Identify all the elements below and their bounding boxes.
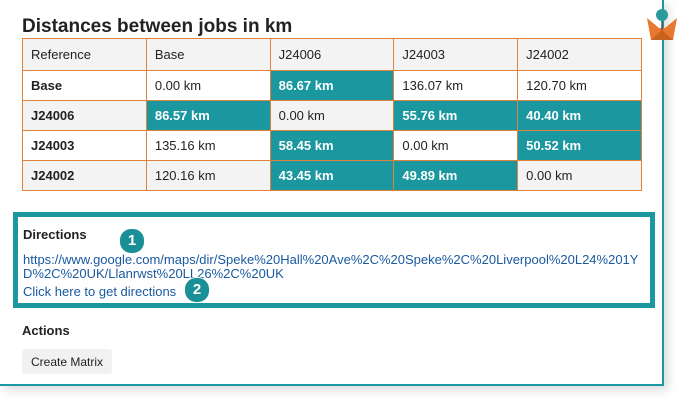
title: Distances between jobs in km [22,16,293,37]
header-cell: Base [145,38,271,71]
distance-table: Reference Base J24006 J24003 J24002 Base 0.00 … [22,38,642,191]
table-row: J24003 135.16 km 58.45 km 0.00 km 50.52 km [22,130,642,161]
header-cell: J24002 [517,38,642,71]
header-cell: J24006 [269,38,395,71]
distance-cell: 120.16 km [145,160,271,191]
distance-cell: 136.07 km [393,70,519,101]
row-label: J24006 [22,100,147,131]
row-label: J24003 [22,130,147,161]
directions-heading: Directions [23,227,87,242]
directions-url[interactable]: https://www.google.com/maps/dir/Speke%20… [23,252,639,281]
distance-cell: 55.76 km [393,100,519,131]
distance-cell: 58.45 km [269,130,395,161]
distance-cell: 0.00 km [393,130,519,161]
row-label: Base [22,70,147,101]
table-row: J24002 120.16 km 43.45 km 49.89 km 0.00 km [22,160,642,191]
distance-cell: 86.67 km [269,70,395,101]
badge: 1 [119,228,145,254]
card: Distances between jobs in km Reference Ba… [0,0,664,386]
distance-cell: 50.52 km [517,130,642,161]
header-cell: Reference [22,38,147,71]
actions-heading: Actions [22,323,70,338]
table-row: J24006 86.57 km 0.00 km 55.76 km 40.40 km [22,100,642,131]
header-cell: J24003 [393,38,519,71]
directions-box: Directions https://www.google.com/maps/d… [13,212,655,308]
distance-cell: 0.00 km [269,100,395,131]
distance-cell: 43.45 km [269,160,395,191]
row-label: J24002 [22,160,147,191]
directions-link[interactable]: Click here to get directions [23,284,177,299]
distance-cell: 120.70 km [517,70,642,101]
table-row: Base 0.00 km 86.67 km 136.07 km 120.70 km [22,70,642,101]
distance-cell: 0.00 km [517,160,642,191]
distance-cell: 0.00 km [145,70,271,101]
distance-cell: 40.40 km [517,100,642,131]
logo-icon [647,9,677,40]
distance-cell: 86.57 km [145,100,271,131]
distance-cell: 49.89 km [393,160,519,191]
header-row: Reference Base J24006 J24003 J24002 [22,38,642,71]
distance-cell: 135.16 km [145,130,271,161]
badge: 2 [184,277,210,303]
create-matrix-button[interactable]: Create Matrix [22,349,112,374]
